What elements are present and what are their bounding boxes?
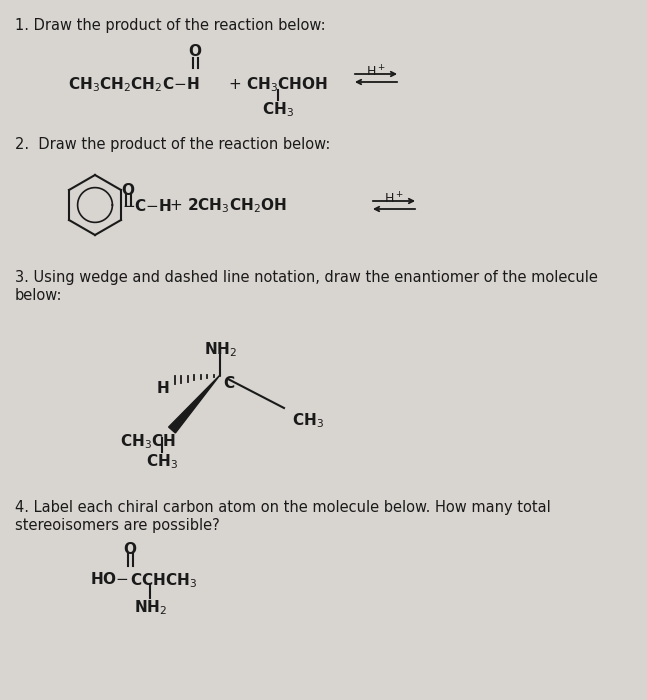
Text: stereoisomers are possible?: stereoisomers are possible? <box>15 518 220 533</box>
Text: 3. Using wedge and dashed line notation, draw the enantiomer of the molecule: 3. Using wedge and dashed line notation,… <box>15 270 598 285</box>
Text: CH$_3$: CH$_3$ <box>146 452 178 470</box>
Text: CCHCH$_3$: CCHCH$_3$ <box>130 571 197 589</box>
Text: O: O <box>188 44 201 59</box>
Text: H$^+$: H$^+$ <box>384 191 404 206</box>
Text: C: C <box>223 376 234 391</box>
Text: $-$C$-$H: $-$C$-$H <box>122 198 172 214</box>
Text: $+$ 2CH$_3$CH$_2$OH: $+$ 2CH$_3$CH$_2$OH <box>169 197 287 216</box>
Text: 2.  Draw the product of the reaction below:: 2. Draw the product of the reaction belo… <box>15 137 331 152</box>
Text: 1. Draw the product of the reaction below:: 1. Draw the product of the reaction belo… <box>15 18 325 33</box>
Text: H: H <box>156 381 169 396</box>
Polygon shape <box>169 375 220 433</box>
Text: O: O <box>122 183 135 198</box>
Text: HO$-$: HO$-$ <box>90 571 129 587</box>
Text: O: O <box>124 542 137 557</box>
Text: CH$_3$: CH$_3$ <box>262 100 294 119</box>
Text: CH$_3$CH$_2$CH$_2$C$-$H: CH$_3$CH$_2$CH$_2$C$-$H <box>68 75 199 94</box>
Text: CH$_3$: CH$_3$ <box>292 411 324 430</box>
Text: NH$_2$: NH$_2$ <box>133 598 166 617</box>
Text: H$^+$: H$^+$ <box>366 64 386 79</box>
Text: CH$_3$CH: CH$_3$CH <box>120 432 176 451</box>
Text: below:: below: <box>15 288 63 303</box>
Text: 4. Label each chiral carbon atom on the molecule below. How many total: 4. Label each chiral carbon atom on the … <box>15 500 551 515</box>
Text: $+$ CH$_3$CHOH: $+$ CH$_3$CHOH <box>228 75 328 94</box>
Text: NH$_2$: NH$_2$ <box>204 340 237 358</box>
